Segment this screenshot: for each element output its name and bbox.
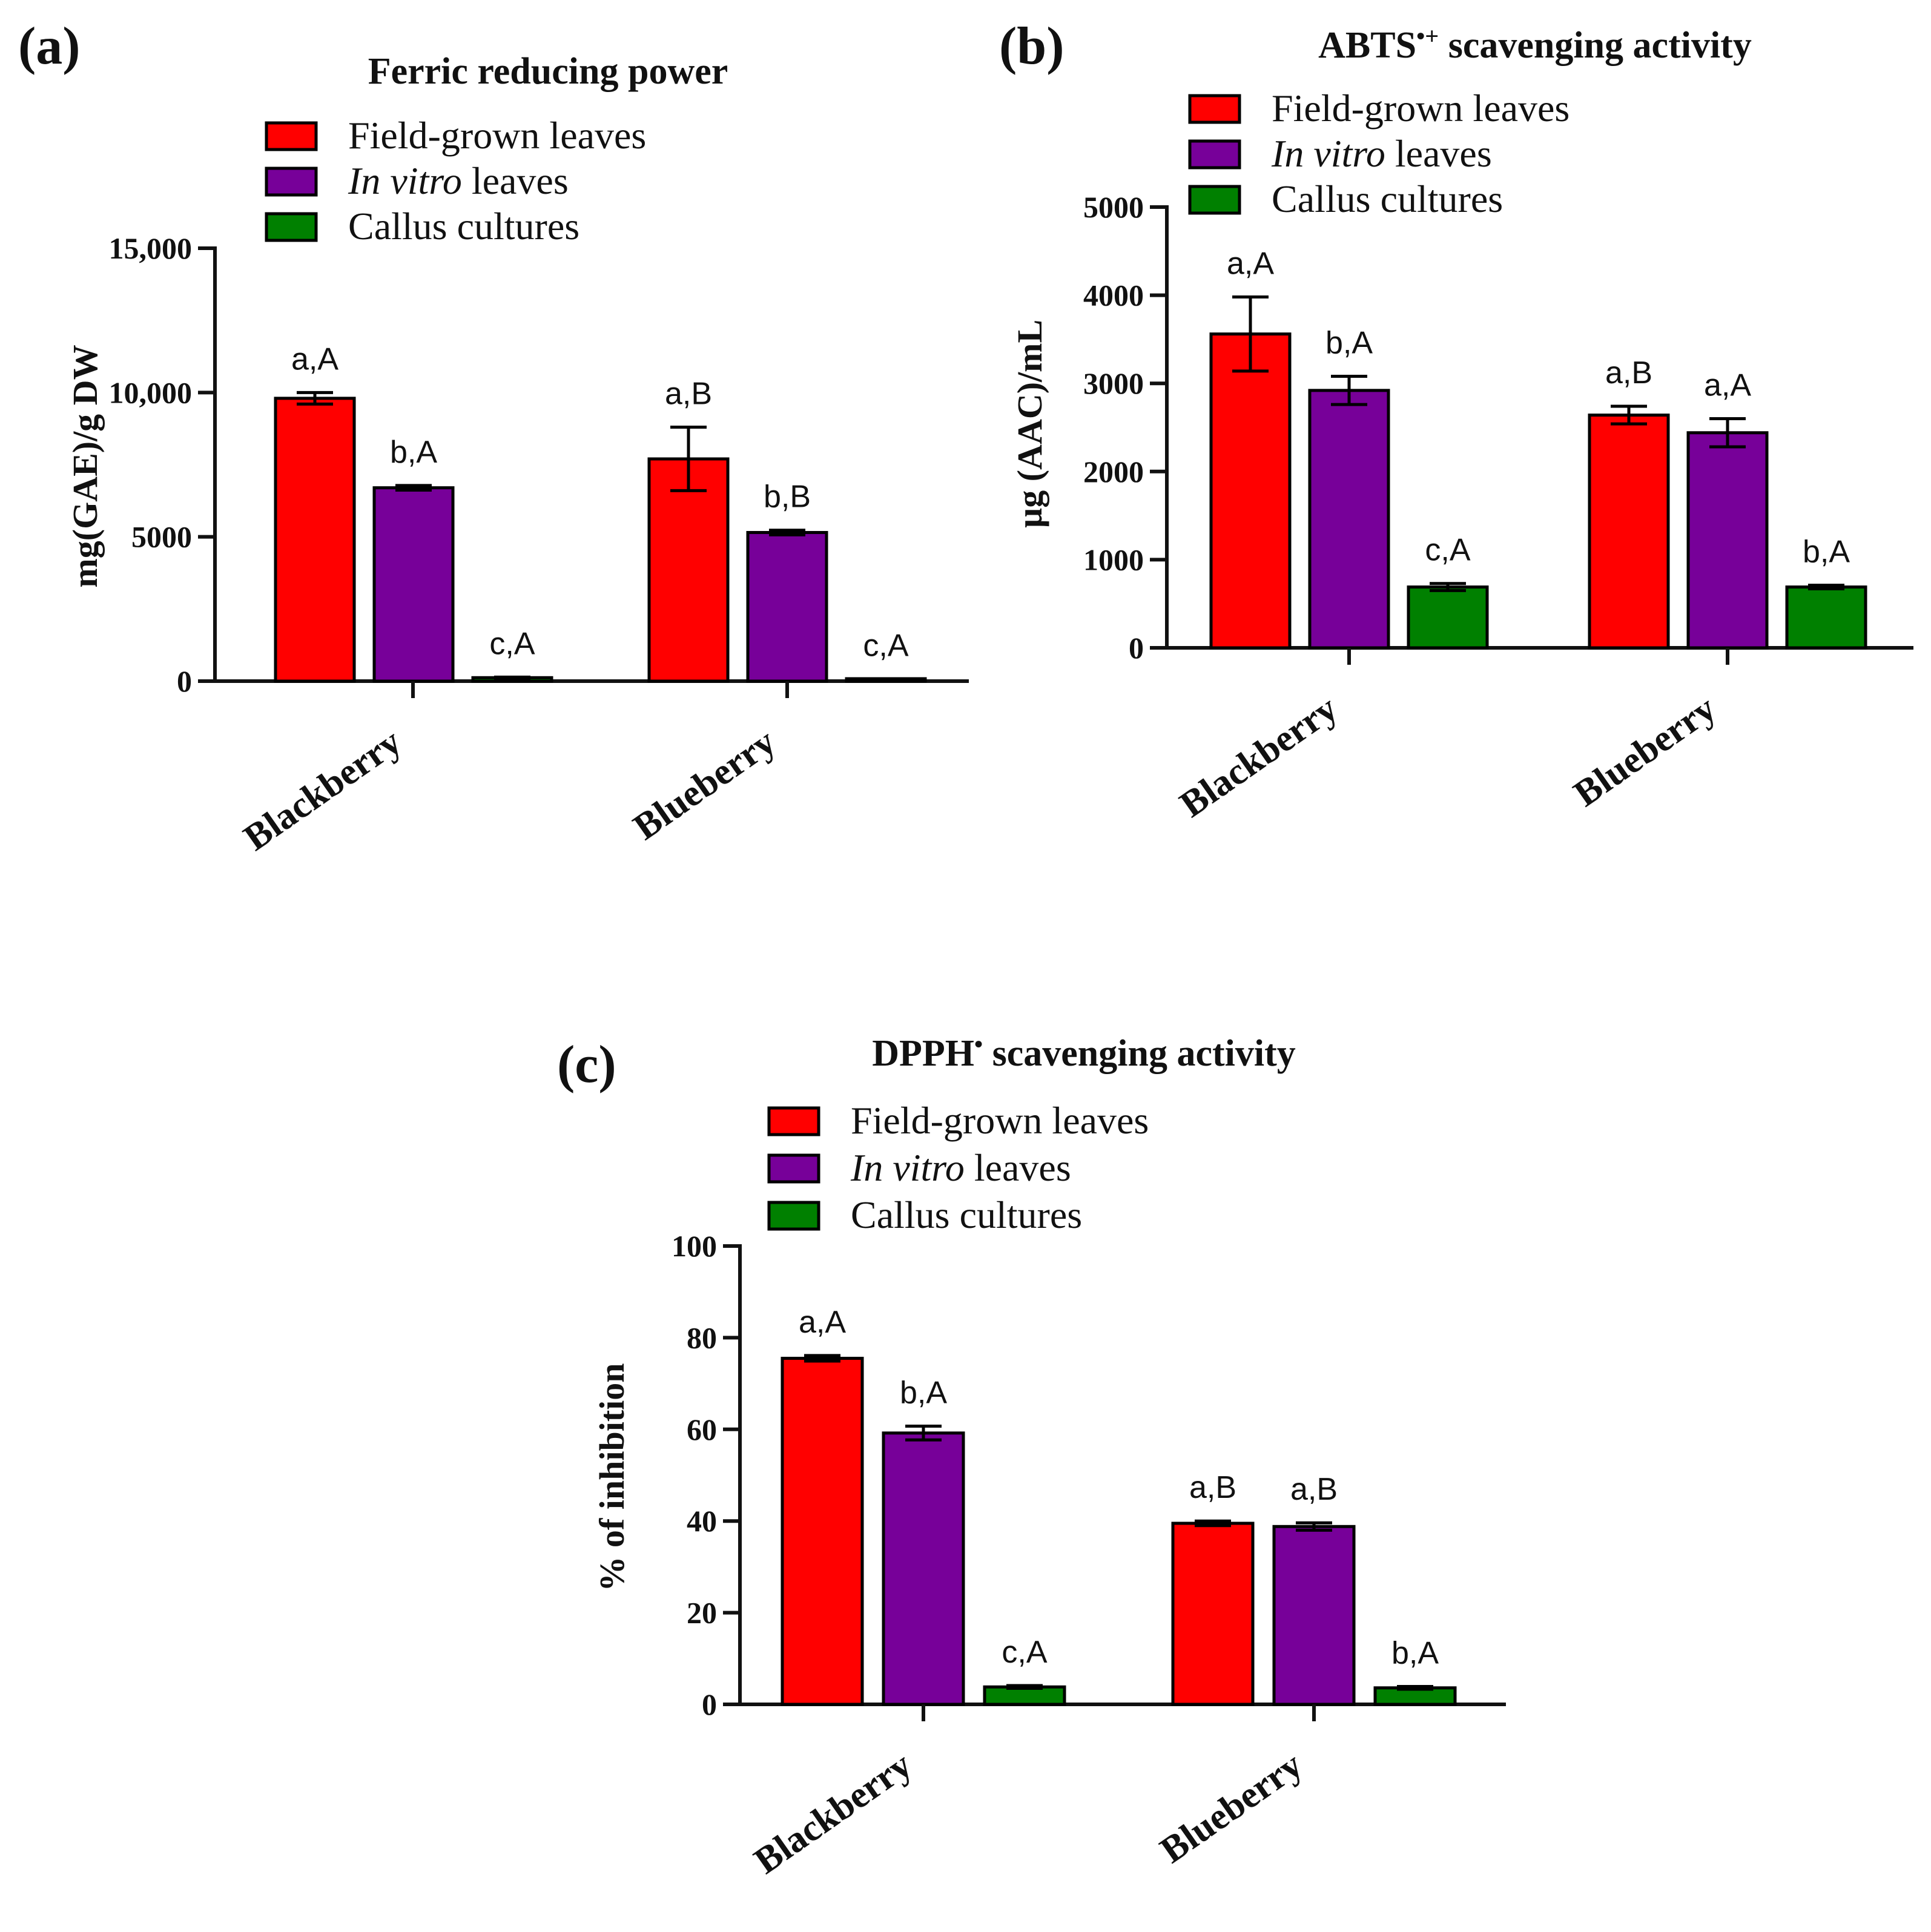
bar-vitro-blueberry	[746, 531, 828, 683]
significance-label: c,A	[1002, 1635, 1047, 1670]
significance-label: b,A	[1391, 1635, 1439, 1670]
y-tick-label: 0	[177, 664, 192, 698]
significance-label: a,B	[1605, 355, 1652, 391]
category-label-blackberry: Blackberry	[747, 1744, 919, 1882]
bar-field-blueberry	[1171, 1522, 1255, 1706]
chart-panel-2: (b) ABTS•+ scavenging activity Field-grown…	[999, 17, 1913, 825]
legend-swatch-vitro	[1188, 139, 1241, 170]
chart-panel-1: (a) Ferric reducing power Field-grown leav…	[18, 17, 969, 859]
legend-swatch-vitro	[767, 1153, 820, 1184]
legend-swatch-field	[1188, 94, 1241, 124]
category-label-blackberry: Blackberry	[1173, 688, 1345, 826]
bar-callus-blackberry	[1407, 585, 1489, 650]
legend-swatch-field	[265, 121, 318, 151]
bar-vitro-blackberry	[882, 1431, 965, 1706]
legend-swatch-vitro	[265, 166, 318, 197]
significance-label: a,B	[665, 377, 712, 412]
y-axis-label: mg(GAE)/g DW	[65, 345, 105, 587]
significance-label: c,A	[489, 626, 535, 661]
category-label-blackberry: Blackberry	[237, 721, 409, 859]
legend-label-field: Field-grown leaves	[1272, 87, 1570, 130]
category-label-blueberry: Blueberry	[1566, 688, 1723, 815]
significance-label: b,A	[390, 435, 437, 470]
y-tick-label: 3000	[1083, 366, 1144, 400]
y-axis-label: % of inhibition	[592, 1363, 632, 1591]
y-tick-label: 0	[702, 1687, 717, 1721]
y-tick-label: 1000	[1083, 542, 1144, 576]
category-label-blueberry: Blueberry	[626, 721, 783, 848]
bar-field-blackberry	[274, 397, 356, 683]
bar-field-blackberry	[1209, 332, 1292, 650]
y-tick-label: 5000	[131, 520, 192, 554]
legend-label-field: Field-grown leaves	[851, 1099, 1149, 1142]
bar-callus-blackberry	[983, 1685, 1066, 1706]
significance-label: a,B	[1290, 1472, 1338, 1507]
bar-vitro-blueberry	[1272, 1525, 1356, 1706]
legend-swatch-callus	[1188, 185, 1241, 215]
y-tick-label: 10,000	[109, 375, 193, 409]
legend-label-callus: Callus cultures	[1272, 177, 1503, 220]
significance-label: a,A	[291, 341, 338, 377]
legend-label-vitro: In vitro leaves	[850, 1146, 1071, 1189]
chart-title: Ferric reducing power	[368, 51, 728, 92]
legend-swatch-callus	[265, 212, 318, 242]
significance-label: a,A	[1704, 368, 1751, 403]
category-label-blueberry: Blueberry	[1153, 1744, 1310, 1871]
y-tick-label: 2000	[1083, 455, 1144, 489]
legend-label-callus: Callus cultures	[851, 1193, 1082, 1236]
bar-vitro-blueberry	[1686, 431, 1769, 650]
chart-title: DPPH• scavenging activity	[872, 1030, 1295, 1075]
chart-title: ABTS•+ scavenging activity	[1318, 22, 1752, 67]
y-axis-label: µg (AAC)/mL	[1010, 320, 1049, 528]
chart-panel-3: (c) DPPH• scavenging activity Field-grown …	[557, 1030, 1506, 1882]
significance-label: c,A	[1425, 533, 1470, 568]
legend-label-vitro: In vitro leaves	[1271, 132, 1492, 175]
significance-label: b,B	[764, 480, 811, 515]
bar-vitro-blackberry	[372, 486, 455, 683]
y-tick-label: 60	[687, 1413, 717, 1446]
y-tick-label: 0	[1129, 631, 1144, 665]
significance-label: a,A	[799, 1305, 846, 1340]
significance-label: b,A	[900, 1376, 947, 1411]
legend-label-field: Field-grown leaves	[348, 114, 646, 157]
significance-label: b,A	[1325, 326, 1373, 361]
y-tick-label: 100	[672, 1229, 717, 1263]
bar-field-blueberry	[647, 457, 730, 683]
significance-label: c,A	[863, 628, 908, 664]
panel-label: (b)	[999, 17, 1065, 76]
panel-label: (a)	[18, 17, 81, 76]
y-tick-label: 20	[687, 1596, 717, 1630]
significance-label: a,B	[1189, 1470, 1236, 1505]
legend-swatch-callus	[767, 1201, 820, 1231]
significance-label: a,A	[1227, 246, 1274, 282]
bar-field-blackberry	[781, 1356, 864, 1706]
legend-label-callus: Callus cultures	[348, 205, 579, 248]
panel-label: (c)	[557, 1035, 616, 1094]
y-tick-label: 5000	[1083, 190, 1144, 224]
bar-callus-blueberry	[1785, 585, 1867, 650]
legend-swatch-field	[767, 1106, 820, 1136]
y-tick-label: 15,000	[109, 231, 193, 265]
bar-vitro-blackberry	[1308, 389, 1390, 650]
y-tick-label: 80	[687, 1320, 717, 1354]
y-tick-label: 4000	[1083, 279, 1144, 312]
significance-label: b,A	[1803, 535, 1850, 570]
legend-label-vitro: In vitro leaves	[348, 159, 569, 202]
y-tick-label: 40	[687, 1504, 717, 1538]
bar-field-blueberry	[1588, 414, 1670, 650]
